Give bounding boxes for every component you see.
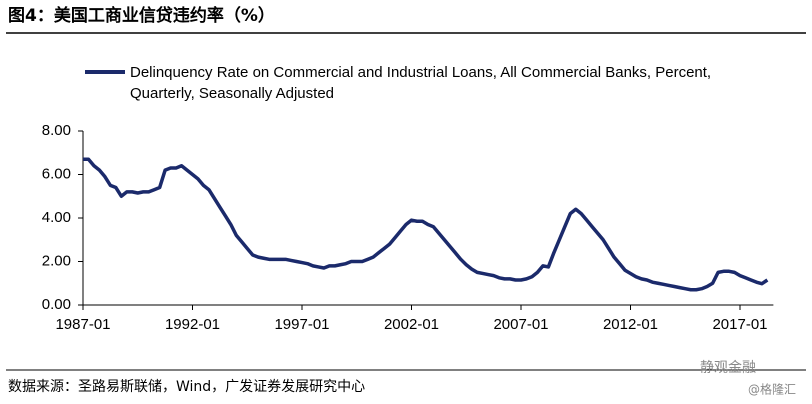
x-tick-label: 2012-01 [603, 316, 658, 333]
x-tick-label: 2017-01 [712, 316, 767, 333]
x-tick-label: 1987-01 [55, 316, 110, 333]
chart-title: 图4：美国工商业信贷违约率（%） [8, 5, 275, 26]
y-tick-label: 6.00 [42, 165, 71, 182]
source: 数据来源：圣路易斯联储，Wind，广发证券发展研究中心 [8, 379, 365, 395]
y-tick-label: 4.00 [42, 209, 71, 226]
y-tick-label: 2.00 [42, 252, 71, 269]
watermark: 静观金融 [700, 360, 756, 376]
y-tick-label: 0.00 [42, 296, 71, 313]
y-tick-label: 8.00 [42, 122, 71, 139]
x-tick-label: 1997-01 [274, 316, 329, 333]
x-tick-label: 1992-01 [165, 316, 220, 333]
x-tick-label: 2002-01 [384, 316, 439, 333]
legend-label: Delinquency Rate on Commercial and Indus… [130, 64, 712, 102]
watermark: @格隆汇 [748, 382, 796, 397]
x-tick-label: 2007-01 [493, 316, 548, 333]
data-line [83, 157, 769, 292]
